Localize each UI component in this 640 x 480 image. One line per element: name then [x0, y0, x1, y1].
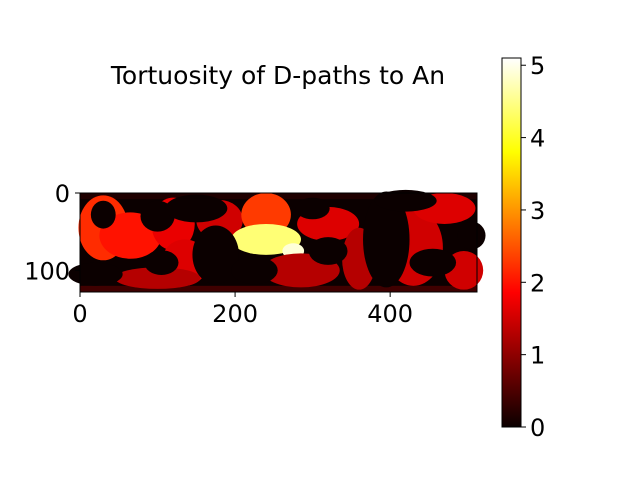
colorbar-tick-label: 5 — [530, 52, 545, 80]
x-tick-label: 400 — [367, 300, 413, 328]
x-tick-label: 0 — [72, 300, 87, 328]
colorbar-tick-label: 2 — [530, 269, 545, 297]
heatmap-region — [363, 191, 410, 288]
heatmap-region — [114, 267, 201, 289]
y-tick-label: 0 — [55, 180, 70, 208]
heatmap-region — [192, 225, 239, 285]
heatmap-regions — [68, 189, 486, 292]
colorbar-tick-label: 0 — [530, 414, 545, 442]
heatmap-region — [90, 200, 116, 229]
y-tick-label: 100 — [24, 257, 70, 285]
heatmap-region — [68, 262, 123, 286]
chart-title: Tortuosity of D-paths to An — [110, 61, 445, 90]
heatmap-region — [165, 194, 228, 223]
x-tick-label: 200 — [212, 300, 258, 328]
heatmap-region — [144, 250, 179, 275]
heatmap-region — [231, 223, 301, 255]
heatmap-region — [308, 237, 348, 265]
heatmap-region — [80, 285, 477, 292]
heatmap-frame — [79, 192, 478, 293]
colorbar-gradient — [501, 57, 522, 428]
x-axis: 0 200 400 — [72, 292, 413, 328]
heatmap-region — [457, 221, 486, 250]
colorbar-tick-label: 3 — [530, 197, 545, 225]
colorbar-tick-label: 1 — [530, 342, 545, 370]
colorbar-tick-label: 4 — [530, 125, 545, 153]
y-axis: 0 100 — [24, 180, 80, 285]
colorbar: 0 1 2 3 4 5 — [501, 52, 545, 442]
heatmap-region — [231, 256, 278, 285]
heatmap-region — [374, 189, 437, 212]
heatmap-region — [295, 197, 330, 220]
colorbar-ticks: 0 1 2 3 4 5 — [521, 52, 545, 442]
heatmap-area — [68, 189, 486, 293]
heatmap-region — [409, 248, 457, 277]
